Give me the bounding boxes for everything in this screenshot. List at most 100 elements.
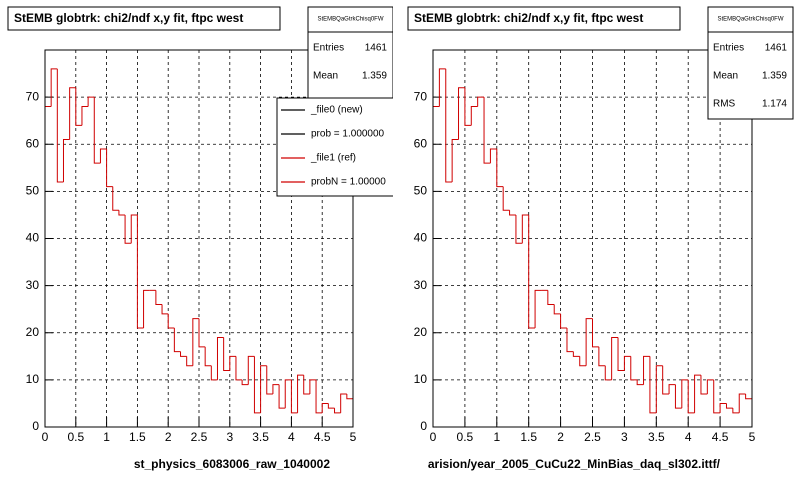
histogram-bin <box>579 356 587 367</box>
histogram-bin <box>662 365 670 395</box>
y-tick-label: 70 <box>414 89 428 103</box>
stats-name: StEMBQaGtrkChisq0FW <box>717 17 783 23</box>
histogram-bin <box>284 379 292 409</box>
x-tick-label: 5 <box>749 430 756 444</box>
histogram-bin <box>136 214 144 329</box>
title: StEMB globtrk: chi2/ndf x,y fit, ftpc we… <box>414 11 643 25</box>
histogram-bin <box>321 402 329 413</box>
y-tick-label: 70 <box>26 89 40 103</box>
histogram-bin <box>687 379 695 414</box>
histogram-bin <box>198 318 206 348</box>
title-box <box>407 6 681 31</box>
y-tick-label: 20 <box>26 325 40 339</box>
x-tick-label: 1 <box>103 430 110 444</box>
histogram-bin <box>643 355 650 385</box>
y-tick-label: 40 <box>26 231 40 245</box>
legend-label: prob = 1.000000 <box>311 129 385 140</box>
histogram-bin <box>458 87 465 140</box>
panel: 0 10 20 30 40 50 60 70 0 0.5 1 1.5 2 2.5 3 3.5 4 4.5 5 StEM… <box>7 6 393 471</box>
histogram-bin <box>681 379 689 409</box>
histogram-bin <box>719 402 727 413</box>
histogram-bin <box>62 139 70 182</box>
histogram-bin <box>87 96 95 107</box>
histogram-bin <box>585 318 593 366</box>
histogram-bin <box>630 356 638 381</box>
histogram-bin <box>592 318 599 348</box>
histogram-bin <box>489 148 497 164</box>
histogram-bin <box>99 148 107 164</box>
histogram-bin <box>649 356 657 414</box>
histogram-bin <box>725 403 733 409</box>
histogram-bin <box>124 214 132 244</box>
x-tick-label: 2 <box>165 430 172 444</box>
histogram-bin <box>297 374 304 413</box>
histogram-bin <box>617 337 625 371</box>
histogram-bin <box>604 365 612 381</box>
histogram-bin <box>216 336 224 380</box>
y-tick-label: 60 <box>414 136 428 150</box>
histogram-bin <box>118 210 126 216</box>
x-tick-label: 2.5 <box>191 430 208 444</box>
y-tick-label: 30 <box>26 278 40 292</box>
stats-value: 1.359 <box>362 71 387 82</box>
histogram-bin <box>713 379 721 414</box>
histogram-bin <box>112 186 119 211</box>
histogram-bin <box>210 365 218 381</box>
histogram-bin <box>235 356 243 381</box>
histogram-bin <box>81 106 89 126</box>
histogram-bin <box>674 384 682 409</box>
histogram-bin <box>515 214 523 244</box>
histogram-bin <box>477 96 485 107</box>
histogram-bin <box>470 106 478 126</box>
stats-name: StEMBQaGtrkChisq0FW <box>317 17 383 23</box>
histogram-bin <box>247 355 255 385</box>
stats-value: 1.174 <box>762 99 787 110</box>
histogram-bin <box>315 379 323 414</box>
plot-frame <box>432 49 753 428</box>
y-tick-label: 0 <box>420 419 427 433</box>
x-tick-label: 3.5 <box>648 430 665 444</box>
stats-box <box>707 6 794 120</box>
stats-label: Entries <box>713 43 744 54</box>
histogram-bin <box>303 375 310 395</box>
histogram-bin <box>655 365 663 413</box>
histogram-bin <box>553 304 561 315</box>
stats-label: RMS <box>713 99 736 110</box>
x-axis-label: arision/year_2005_CuCu22_MinBias_daq_sl3… <box>428 457 721 471</box>
histogram-bin <box>572 351 580 357</box>
histogram-bin <box>509 210 516 216</box>
title-box <box>7 6 281 31</box>
histogram-bin <box>636 379 644 386</box>
x-tick-label: 0 <box>430 430 437 444</box>
histogram-bin <box>521 214 529 244</box>
title: StEMB globtrk: chi2/ndf x,y fit, ftpc we… <box>14 11 243 25</box>
histogram-bin <box>327 403 335 409</box>
histogram-bin <box>272 384 280 395</box>
y-tick-label: 60 <box>26 136 40 150</box>
histogram-bin <box>180 351 187 357</box>
histogram-bin <box>334 408 341 414</box>
histogram-bin <box>566 328 574 353</box>
plot-frame <box>44 49 354 428</box>
legend-label: _file1 (ref) <box>310 153 356 164</box>
x-tick-label: 4 <box>288 430 295 444</box>
stats-label: Mean <box>713 71 738 82</box>
histogram-bin <box>106 148 113 188</box>
histogram-bin <box>445 68 453 183</box>
histogram-bin <box>534 289 542 329</box>
x-tick-label: 0.5 <box>457 430 474 444</box>
histogram-bin <box>223 337 230 371</box>
y-tick-label: 30 <box>414 278 428 292</box>
histogram-bin <box>278 384 286 409</box>
histogram-bin <box>266 365 273 395</box>
histogram-bin <box>528 214 536 329</box>
histogram-bin <box>560 313 567 329</box>
histogram-bin <box>290 379 298 414</box>
y-tick-label: 20 <box>414 325 428 339</box>
histogram-bin <box>161 304 169 315</box>
x-tick-label: 2 <box>557 430 564 444</box>
x-tick-label: 3 <box>226 430 233 444</box>
histogram-bin <box>706 379 714 395</box>
histogram-bin <box>668 384 676 395</box>
